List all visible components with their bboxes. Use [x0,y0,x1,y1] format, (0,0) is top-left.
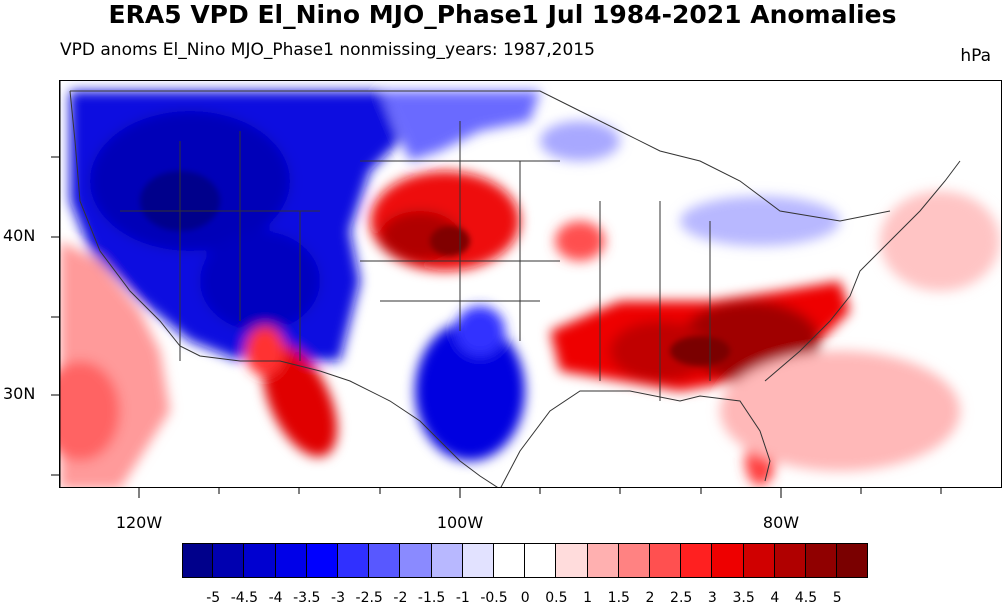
colorbar-label: 4 [770,590,780,606]
colorbar-cell [369,543,401,578]
colorbar-label: -1.5 [417,590,446,606]
colorbar-label: 0.5 [545,590,568,606]
colorbar-label: -1 [455,590,470,606]
colorbar-cell [306,543,338,578]
colorbar-cell [806,543,838,578]
colorbar-label: -2 [393,590,408,606]
colorbar-cell [182,543,214,578]
colorbar-cell [244,543,276,578]
colorbar-label: -4 [268,590,283,606]
figure-title: ERA5 VPD El_Nino MJO_Phase1 Jul 1984-202… [108,0,897,29]
colorbar-label: 1 [583,590,593,606]
colorbar-cell [275,543,307,578]
lon-label-80w: 80W [762,513,800,532]
colorbar-label: 0 [520,590,530,606]
colorbar-cell [338,543,370,578]
colorbar-cell [400,543,432,578]
colorbar-label: 1.5 [607,590,630,606]
colorbar-label: -0.5 [480,590,508,606]
colorbar-cell [462,543,494,578]
colorbar-cell [618,543,650,578]
colorbar-label: -3.5 [293,590,321,606]
colorbar-cell [431,543,463,578]
colorbar-cell [525,543,557,578]
colorbar-cell [774,543,806,578]
colorbar-cell [743,543,775,578]
lon-label-100w: 100W [436,513,484,532]
colorbar-cell [556,543,588,578]
colorbar-cell [587,543,619,578]
units-label: hPa [960,46,991,66]
colorbar-label: 2.5 [670,590,693,606]
colorbar-cell [681,543,713,578]
colorbar-cell [650,543,682,578]
lat-label-40n: 40N [3,226,36,245]
figure-subtitle: VPD anoms El_Nino MJO_Phase1 nonmissing_… [60,40,595,60]
colorbar-label: -3 [331,590,345,606]
map-panel [59,80,1002,488]
colorbar-label: 5 [832,590,842,606]
lon-label-120w: 120W [115,513,163,532]
colorbar-label: -2.5 [355,590,383,606]
colorbar-label: 3 [707,590,717,606]
colorbar-label: -4.5 [230,590,259,606]
colorbar-label: -5 [206,590,221,606]
lat-label-30n: 30N [3,384,36,403]
colorbar-label: 3.5 [732,590,755,606]
coastline-outline [69,90,961,487]
colorbar-label: 2 [645,590,655,606]
vpd-anomaly-map [60,81,1000,487]
colorbar-cell [213,543,245,578]
colorbar-cell [837,543,869,578]
colorbar-cell [494,543,526,578]
colorbar-label: 4.5 [794,590,818,606]
anomaly-field [60,91,1000,487]
colorbar-cell [712,543,744,578]
